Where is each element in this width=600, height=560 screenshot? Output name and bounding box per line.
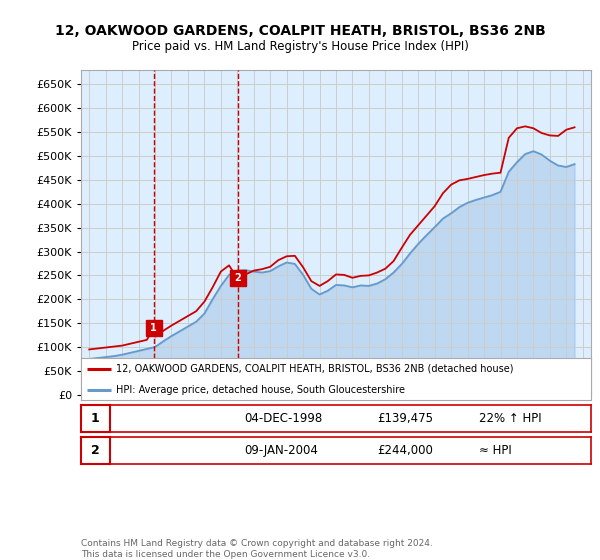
Text: 2: 2 (235, 273, 241, 283)
Text: 04-DEC-1998: 04-DEC-1998 (244, 412, 322, 426)
Text: 1: 1 (91, 412, 100, 426)
Text: HPI: Average price, detached house, South Gloucestershire: HPI: Average price, detached house, Sout… (116, 385, 404, 395)
Text: 22% ↑ HPI: 22% ↑ HPI (479, 412, 541, 426)
Text: 09-JAN-2004: 09-JAN-2004 (244, 444, 318, 457)
Text: ≈ HPI: ≈ HPI (479, 444, 512, 457)
Text: Price paid vs. HM Land Registry's House Price Index (HPI): Price paid vs. HM Land Registry's House … (131, 40, 469, 53)
Text: £139,475: £139,475 (377, 412, 433, 426)
Text: 12, OAKWOOD GARDENS, COALPIT HEATH, BRISTOL, BS36 2NB (detached house): 12, OAKWOOD GARDENS, COALPIT HEATH, BRIS… (116, 364, 513, 374)
Text: 2: 2 (91, 444, 100, 457)
Text: Contains HM Land Registry data © Crown copyright and database right 2024.
This d: Contains HM Land Registry data © Crown c… (81, 539, 433, 559)
Text: 1: 1 (151, 323, 157, 333)
Text: £244,000: £244,000 (377, 444, 433, 457)
Text: 12, OAKWOOD GARDENS, COALPIT HEATH, BRISTOL, BS36 2NB: 12, OAKWOOD GARDENS, COALPIT HEATH, BRIS… (55, 24, 545, 38)
